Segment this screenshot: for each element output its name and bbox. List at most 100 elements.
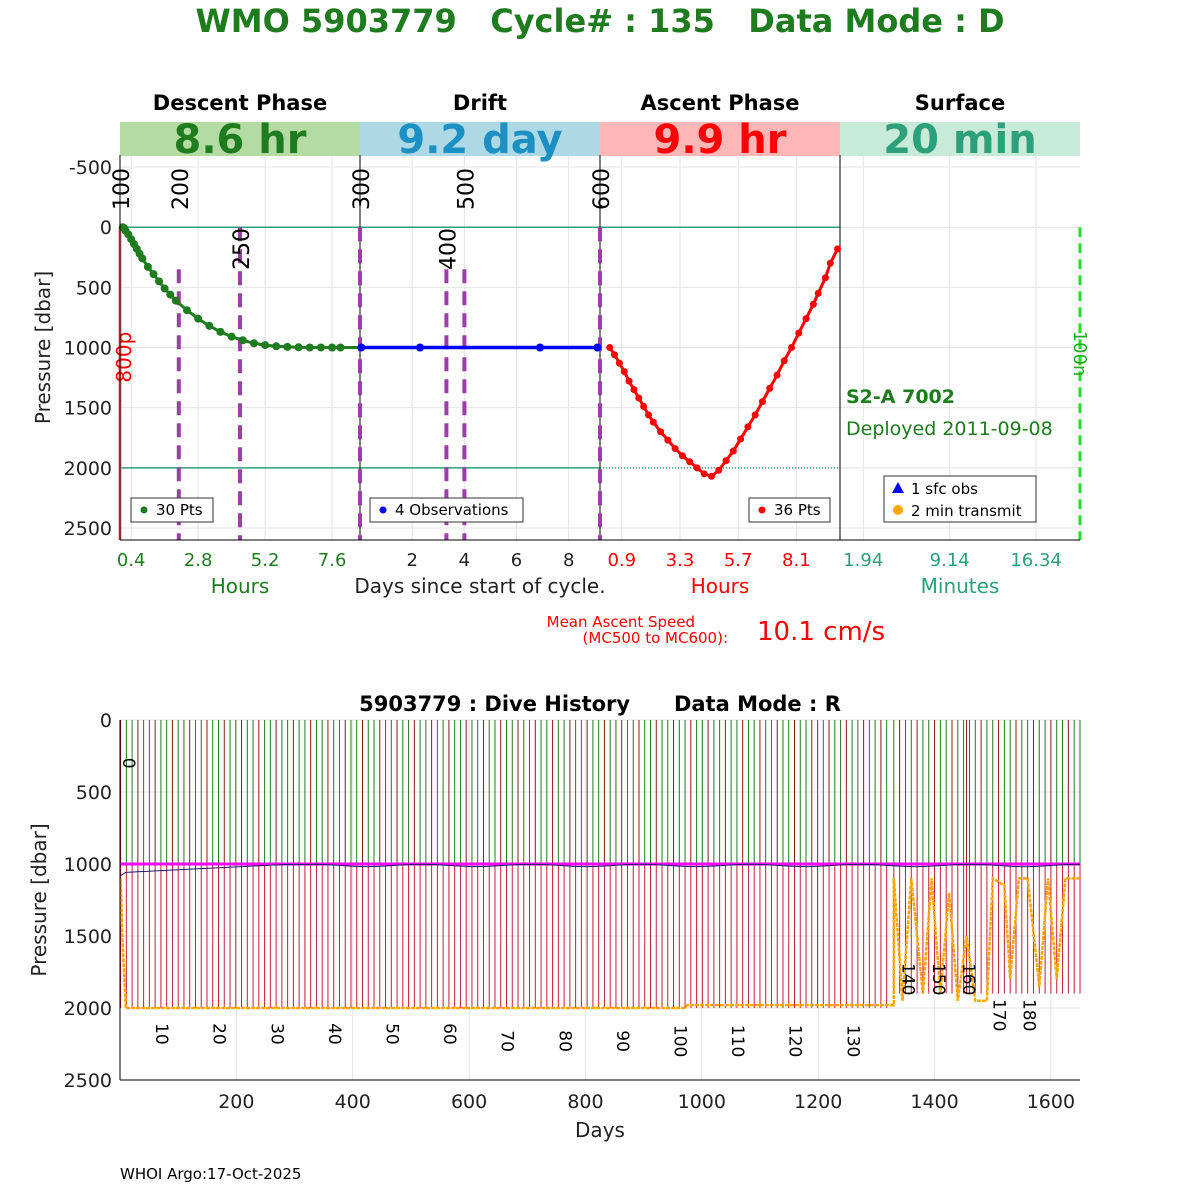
ascent-point (606, 344, 614, 351)
top-y-axis-label: Pressure [dbar] (31, 271, 55, 424)
descent-point (227, 332, 236, 341)
descent-legend-text: 30 Pts (156, 501, 203, 519)
phase-title: Ascent Phase (641, 91, 800, 115)
ascent-point (788, 344, 796, 351)
ascent-point (630, 386, 638, 394)
descent-point (149, 270, 158, 279)
bottom-y-tick-label: 2500 (64, 1070, 112, 1092)
surface-legend-triangle (892, 482, 904, 493)
top-x-tick-label: 6 (511, 550, 522, 571)
ascent-point (620, 368, 628, 376)
cycle-number-label: 120 (785, 1025, 805, 1057)
ascent-point (751, 411, 759, 419)
top-x-tick-label: 16.34 (1010, 550, 1062, 571)
cycle-number-label: 0 (118, 758, 138, 769)
ascent-point (773, 371, 781, 379)
descent-point (238, 336, 247, 345)
ascent-point (686, 458, 694, 466)
phase-header-box (600, 122, 840, 156)
cycle-number-label: 170 (988, 999, 1008, 1031)
ascent-speed-label-line1: Mean Ascent Speed (547, 613, 695, 631)
ascent-point (640, 402, 648, 410)
descent-point (216, 327, 225, 336)
phase-header-box (360, 122, 600, 156)
ascent-point (729, 447, 737, 455)
deployment-label: Deployed 2011-09-08 (846, 418, 1053, 440)
descent-point (249, 339, 258, 348)
cycle-number-label: 50 (381, 1023, 401, 1045)
ascent-legend-text: 36 Pts (774, 501, 821, 519)
top-y-tick-label: 1000 (64, 338, 112, 360)
phase-title: Descent Phase (153, 91, 327, 115)
surface-legend-transmit: 2 min transmit (911, 502, 1022, 520)
top-y-tick-label: -500 (69, 157, 112, 179)
descent-point (143, 262, 152, 271)
top-x-tick-label: 7.6 (318, 550, 347, 571)
ascent-point (625, 377, 633, 385)
cycle-number-label: 60 (439, 1023, 459, 1045)
ascent-point (821, 274, 829, 282)
bottom-plot-area (120, 720, 1080, 1080)
ascent-point (826, 259, 834, 267)
top-x-tick-label: 4 (459, 550, 470, 571)
phase-duration: 9.2 day (397, 117, 562, 163)
ascent-point (737, 435, 745, 443)
descent-point (294, 343, 303, 352)
cycle-number-label: 80 (554, 1030, 574, 1052)
ascent-point (657, 428, 665, 436)
descent-point (316, 343, 325, 352)
descent-point (166, 290, 175, 299)
cycle-number-label: 100 (669, 1025, 689, 1057)
ascent-point (671, 445, 679, 453)
drift-point (593, 343, 602, 352)
ascent-point (644, 411, 652, 419)
mission-marker-label: 300 (350, 168, 375, 210)
surface-legend-box (883, 475, 1037, 523)
descent-point (305, 343, 314, 352)
ascent-point (809, 300, 817, 308)
ascent-point (611, 351, 619, 359)
cycle-number-label: 160 (958, 963, 978, 995)
phase-duration: 9.9 hr (654, 117, 787, 163)
top-y-tick-label: 2000 (64, 458, 112, 480)
bottom-x-tick-label: 1600 (1027, 1091, 1075, 1113)
descent-point (272, 342, 281, 351)
top-y-tick-label: 500 (76, 277, 112, 299)
top-x-axis-center-label: Days since start of cycle. (354, 574, 605, 598)
top-x-tick-label: 1.94 (843, 550, 883, 571)
mission-marker-label: 200 (169, 168, 194, 210)
top-x-tick-label: 2 (406, 550, 417, 571)
bottom-y-tick-label: 1500 (64, 926, 112, 948)
ascent-point (780, 357, 788, 365)
bottom-x-tick-label: 1000 (678, 1091, 726, 1113)
cycle-number-label: 10 (151, 1023, 171, 1045)
phase-header-box (840, 122, 1080, 156)
bottom-chart-title: 5903779 : Dive History Data Mode : R (359, 692, 841, 716)
surface-legend-obs: 1 sfc obs (911, 480, 978, 498)
descent-legend-box (130, 497, 214, 523)
phase-duration: 8.6 hr (174, 117, 307, 163)
left-vertical-annotation: 800p (112, 332, 136, 383)
bottom-x-tick-label: 1400 (910, 1091, 958, 1113)
phase-header-box (120, 122, 360, 156)
bottom-y-tick-label: 500 (76, 782, 112, 804)
ascent-point (744, 423, 752, 431)
top-x-tick-label: 0.4 (117, 550, 146, 571)
bottom-y-axis-label: Pressure [dbar] (27, 823, 51, 976)
park-depth-trace (120, 863, 1081, 876)
sensor-label: S2-A 7002 (846, 386, 955, 408)
cycle-number-label: 20 (209, 1023, 229, 1045)
ascent-legend-marker (758, 506, 766, 514)
mission-marker-label: 250 (230, 228, 255, 270)
bottom-x-tick-label: 1200 (794, 1091, 842, 1113)
descent-point (283, 342, 292, 351)
bottom-x-tick-label: 800 (567, 1091, 603, 1113)
top-x-tick-label: 5.2 (251, 550, 280, 571)
descent-point (194, 314, 203, 323)
descent-point (155, 277, 164, 286)
bottom-x-tick-label: 400 (335, 1091, 371, 1113)
descent-point (182, 306, 191, 315)
cycle-number-label: 140 (898, 963, 918, 995)
cycle-number-label: 40 (324, 1023, 344, 1045)
